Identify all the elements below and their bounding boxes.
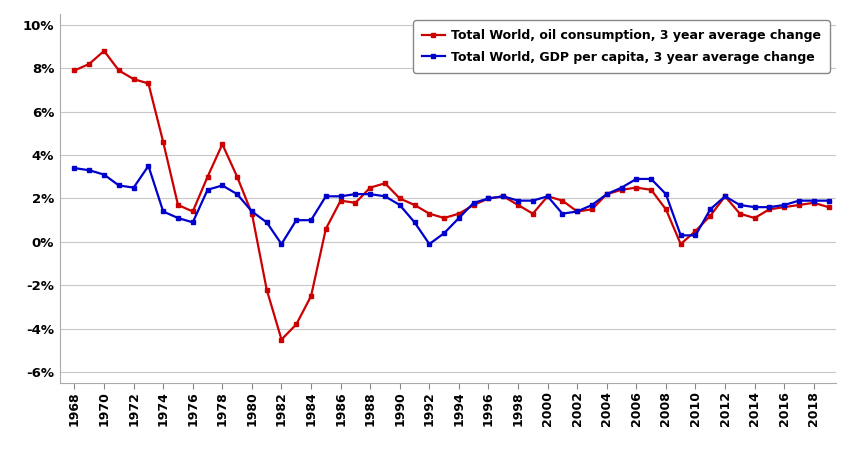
Total World, oil consumption, 3 year average change bbox=[453, 211, 463, 217]
Total World, GDP per capita, 3 year average change bbox=[453, 215, 463, 221]
Total World, GDP per capita, 3 year average change bbox=[69, 165, 79, 171]
Total World, GDP per capita, 3 year average change bbox=[556, 211, 567, 217]
Total World, GDP per capita, 3 year average change bbox=[498, 193, 508, 199]
Total World, oil consumption, 3 year average change bbox=[586, 206, 596, 212]
Total World, oil consumption, 3 year average change bbox=[556, 198, 567, 204]
Total World, oil consumption, 3 year average change bbox=[498, 193, 508, 199]
Total World, oil consumption, 3 year average change bbox=[143, 81, 153, 86]
Total World, GDP per capita, 3 year average change bbox=[586, 202, 596, 208]
Total World, oil consumption, 3 year average change bbox=[276, 337, 286, 342]
Total World, oil consumption, 3 year average change bbox=[365, 185, 375, 191]
Legend: Total World, oil consumption, 3 year average change, Total World, GDP per capita: Total World, oil consumption, 3 year ave… bbox=[413, 20, 829, 72]
Total World, GDP per capita, 3 year average change bbox=[143, 163, 153, 169]
Line: Total World, oil consumption, 3 year average change: Total World, oil consumption, 3 year ave… bbox=[72, 49, 830, 342]
Total World, GDP per capita, 3 year average change bbox=[129, 185, 139, 191]
Total World, GDP per capita, 3 year average change bbox=[276, 241, 286, 247]
Total World, GDP per capita, 3 year average change bbox=[365, 191, 375, 197]
Total World, GDP per capita, 3 year average change bbox=[822, 198, 832, 204]
Total World, oil consumption, 3 year average change bbox=[69, 68, 79, 73]
Total World, oil consumption, 3 year average change bbox=[822, 205, 832, 210]
Line: Total World, GDP per capita, 3 year average change: Total World, GDP per capita, 3 year aver… bbox=[72, 163, 830, 247]
Total World, oil consumption, 3 year average change bbox=[99, 48, 109, 54]
